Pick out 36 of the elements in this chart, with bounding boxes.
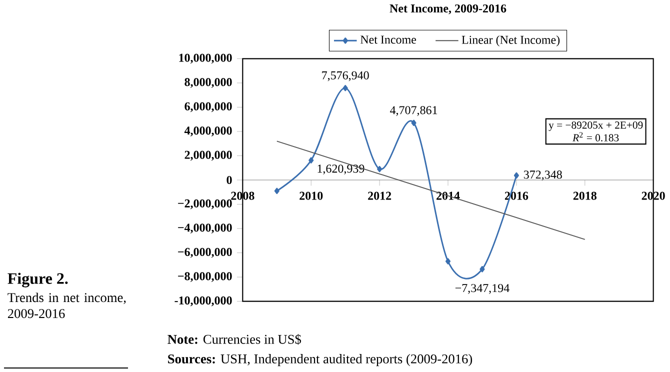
annotation: R$^{2}$ = 0.183 <box>572 132 619 142</box>
data-label: 4,707,861 <box>390 106 438 116</box>
point <box>480 266 485 272</box>
point <box>342 84 348 92</box>
point <box>377 166 382 172</box>
text: Sources: USH, Independent audited reports (2009-2016) <box>168 354 472 366</box>
data-label: 372,348 <box>524 170 562 180</box>
y-tick-label: 10,000,000 <box>179 54 232 64</box>
point <box>445 258 451 264</box>
legend-label: Linear (Net Income) <box>462 35 560 46</box>
y-tick-label: 6,000,000 <box>184 102 232 112</box>
y-tick-label: 4,000,000 <box>184 126 232 136</box>
x-tick-label: 2012 <box>368 192 392 200</box>
legend-label: Net Income <box>360 36 416 44</box>
x-tick-label: 2018 <box>573 192 596 200</box>
text: Note: Currencies in US$ <box>168 334 302 345</box>
x-tick-label: 2010 <box>300 192 323 200</box>
point <box>308 157 314 164</box>
y-tick-label: −8,000,000 <box>178 272 232 282</box>
data-label: 1,620,939 <box>318 164 364 174</box>
point <box>274 188 280 194</box>
point <box>411 120 416 126</box>
y-tick-label: −4,000,000 <box>178 224 232 234</box>
y-tick-label: −6,000,000 <box>178 248 232 258</box>
y-tick-label: 2,000,000 <box>184 150 232 161</box>
y-tick-label: −2,000,000 <box>178 199 232 210</box>
data-label: 7,576,940 <box>322 71 369 82</box>
point <box>514 172 519 179</box>
chart-title: Net Income, 2009-2016 <box>390 4 506 14</box>
text: Figure 2. <box>8 272 68 288</box>
y-tick-label: -10,000,000 <box>174 296 232 306</box>
y-tick-label: 0 <box>226 176 232 184</box>
annotation: y = −89205x + 2E+09 <box>548 122 643 131</box>
y-tick-label: 8,000,000 <box>184 78 232 88</box>
text: Trends in net income, 2009-2016 <box>8 292 126 318</box>
data-label: −7,347,194 <box>455 284 510 294</box>
